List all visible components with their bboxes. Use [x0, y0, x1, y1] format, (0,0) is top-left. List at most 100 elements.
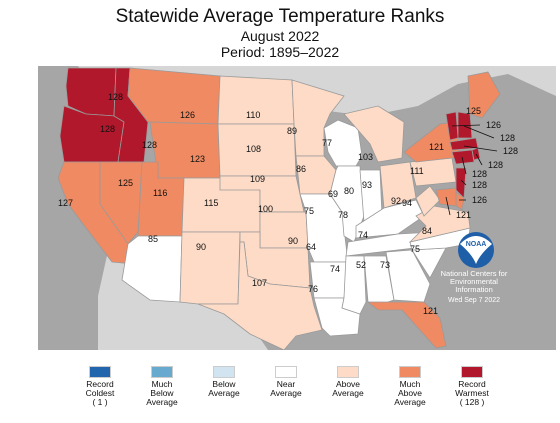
leader-line-nh: [463, 125, 495, 139]
noaa-org-line1: National Centers for: [441, 269, 508, 278]
map-subtitle-month: August 2022: [240, 28, 320, 44]
rank-label-ut: 116: [153, 188, 167, 198]
rank-label-ia: 86: [296, 164, 306, 174]
legend-label: Average: [332, 388, 364, 398]
map-title: Statewide Average Temperature Ranks: [115, 6, 445, 27]
rank-label-ms: 74: [330, 264, 340, 274]
state-ga: [385, 249, 431, 303]
rank-label-ct: 128: [472, 169, 487, 179]
leader-line-md: [445, 196, 451, 216]
rank-label-wv: 92: [391, 196, 401, 206]
rank-label-oh: 93: [362, 180, 372, 190]
rank-label-mo: 75: [304, 206, 314, 216]
state-rank-labels: 1281281281261231271251168511590110108109…: [58, 92, 518, 316]
legend-item-near: Near Average: [256, 366, 316, 398]
rank-label-mi: 103: [358, 152, 373, 162]
state-mn: [291, 79, 345, 157]
rank-label-ga: 73: [380, 260, 390, 270]
noaa-date: Wed Sep 7 2022: [448, 297, 500, 304]
us-map: 1281281281261231271251168511590110108109…: [38, 66, 556, 351]
rank-label-nh: 128: [500, 133, 515, 143]
legend-swatch: [151, 366, 173, 378]
rank-label-tn: 74: [358, 230, 368, 240]
rank-label-me: 125: [466, 106, 481, 116]
rank-label-mn: 89: [287, 126, 297, 136]
map-subtitle-period: Period: 1895–2022: [220, 44, 340, 60]
legend-swatch: [275, 366, 297, 378]
rank-label-nj: 128: [472, 180, 487, 190]
legend-swatch: [399, 366, 421, 378]
legend-label: ( 1 ): [92, 397, 108, 407]
legend-label: Much: [399, 379, 421, 389]
leader-line-ri: [475, 153, 483, 166]
legend-item-below: Below Average: [194, 366, 254, 398]
rank-label-id: 128: [142, 140, 157, 150]
rank-label-ok: 90: [288, 236, 298, 246]
rank-label-tx: 107: [252, 278, 267, 288]
title-block: Statewide Average Temperature Ranks Augu…: [0, 6, 560, 60]
rank-label-nd: 110: [246, 110, 260, 120]
legend-swatch: [337, 366, 359, 378]
rank-label-md: 121: [456, 210, 471, 220]
legend-label: Average: [270, 388, 302, 398]
state-nh: [457, 111, 473, 139]
legend-label: Average: [394, 397, 426, 407]
legend-label: Above: [397, 388, 423, 398]
rank-label-sc: 75: [410, 244, 420, 254]
legend-label: Below: [212, 379, 236, 389]
legend-swatch: [461, 366, 483, 378]
rank-label-ca: 127: [58, 198, 73, 208]
rank-label-vt: 126: [486, 120, 501, 130]
noaa-logo-text: NOAA: [466, 241, 487, 248]
noaa-org-line2: Environmental: [450, 277, 498, 286]
leader-line-nj: [460, 179, 467, 186]
legend-label: Average: [208, 388, 240, 398]
legend-label: ( 128 ): [459, 397, 485, 407]
rank-label-ri: 128: [488, 160, 503, 170]
legend-label: Warmest: [455, 388, 489, 398]
legend-label: Much: [151, 379, 173, 389]
rank-label-nc: 84: [422, 226, 432, 236]
rank-label-wy: 123: [190, 154, 205, 164]
legend-label: Coldest: [85, 388, 115, 398]
legend-swatch: [89, 366, 111, 378]
rank-label-ky: 78: [338, 210, 348, 220]
noaa-bird-icon: [460, 236, 492, 264]
rank-label-la: 76: [308, 284, 318, 294]
legend-item-much-above: Much Above Average: [380, 366, 440, 407]
rank-label-ks: 100: [258, 204, 273, 214]
rank-label-in: 80: [344, 186, 354, 196]
state-me: [467, 71, 501, 119]
legend-label: Above: [335, 379, 361, 389]
noaa-logo: NOAA: [458, 232, 494, 268]
rank-label-fl: 121: [423, 306, 438, 316]
rank-label-ny: 121: [429, 142, 444, 152]
legend-item-much-below: Much Below Average: [132, 366, 192, 407]
state-nv: [99, 161, 143, 245]
rank-label-wi: 77: [322, 138, 332, 148]
state-mi: [343, 105, 405, 163]
leader-line-vt: [451, 124, 481, 127]
rank-label-va: 94: [402, 198, 412, 208]
legend-item-record-coldest: Record Coldest( 1 ): [70, 366, 130, 407]
state-nm: [179, 231, 241, 305]
state-tx: [197, 241, 323, 351]
rank-label-il: 69: [328, 189, 338, 199]
rank-label-nm: 90: [196, 242, 206, 252]
legend-label: Near: [276, 379, 296, 389]
legend: Record Coldest( 1 ) Much Below Average Below A…: [70, 366, 510, 420]
rank-label-al: 52: [356, 260, 366, 270]
rank-label-nv: 125: [118, 178, 133, 188]
state-shapes: [57, 67, 501, 351]
rank-label-ar: 64: [306, 242, 316, 252]
legend-label: Average: [146, 397, 178, 407]
rank-label-wa: 128: [108, 92, 123, 102]
legend-swatch: [213, 366, 235, 378]
legend-item-record-warmest: Record Warmest( 128 ): [442, 366, 502, 407]
leader-line-ma: [463, 145, 498, 152]
leader-line-ct: [461, 156, 467, 175]
rank-label-co: 115: [204, 198, 218, 208]
legend-label: Record: [458, 379, 486, 389]
rank-label-ne: 109: [250, 174, 265, 184]
rank-label-de: 126: [472, 195, 487, 205]
